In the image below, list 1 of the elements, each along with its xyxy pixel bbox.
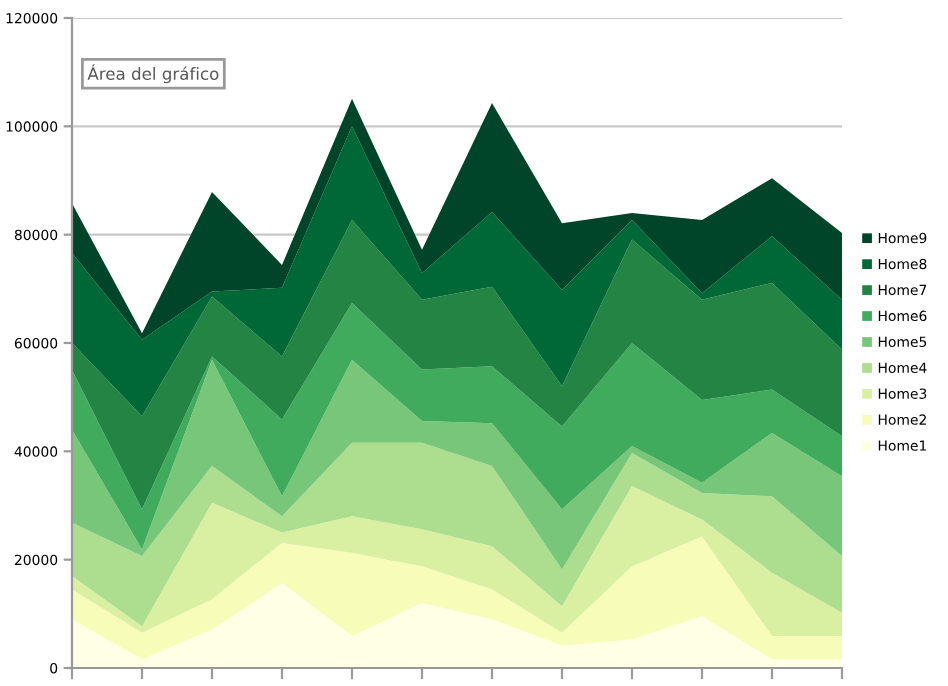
annotation: Área del gráfico	[87, 64, 219, 84]
